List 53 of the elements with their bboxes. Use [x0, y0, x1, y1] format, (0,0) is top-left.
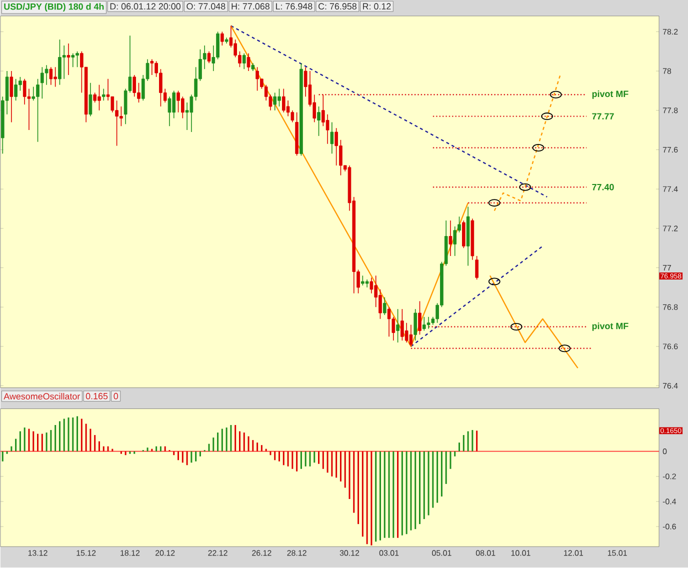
candlestick [71, 53, 75, 68]
candlestick [132, 74, 136, 98]
candlestick [370, 277, 374, 294]
candlestick [102, 88, 106, 102]
candlestick [290, 110, 294, 123]
series-label: 77.40 [592, 184, 614, 190]
candlestick [426, 316, 430, 330]
text: O: 77.048 [186, 3, 226, 10]
candlestick [286, 100, 290, 117]
candlestick [273, 92, 277, 111]
text: H: 77.068 [232, 3, 270, 10]
candlestick [66, 43, 70, 76]
candlestick [88, 82, 92, 117]
candlestick [382, 297, 386, 316]
candlestick [110, 96, 114, 113]
candlestick [326, 114, 330, 144]
candlestick [49, 66, 53, 86]
candlestick [172, 90, 176, 119]
series-label: 77.77 [592, 113, 614, 120]
candlestick [409, 324, 413, 348]
chart-title: AwesomeOscillator [4, 393, 80, 400]
candlestick [418, 300, 422, 336]
text: 0.165 [86, 393, 108, 400]
series-label: pivot MF [592, 322, 628, 332]
candlestick [44, 64, 48, 86]
candlestick [330, 122, 334, 154]
chart-title: USD/JPY (BID) 180 d 4h [4, 3, 104, 12]
text: C: 76.958 [318, 3, 356, 10]
candlestick [462, 220, 466, 249]
candlestick [396, 308, 400, 344]
line-series [489, 275, 578, 369]
candlestick [387, 306, 391, 338]
candlestick [317, 106, 320, 137]
candlestick [448, 220, 452, 257]
candlestick [453, 226, 457, 257]
text: L: 76.948 [276, 3, 312, 10]
candlestick [475, 256, 478, 280]
candlestick [10, 70, 14, 123]
candlestick [150, 59, 154, 76]
candlestick [62, 45, 66, 80]
candlestick [22, 78, 26, 106]
series-label: pivot MF [592, 90, 628, 100]
line-series [494, 74, 561, 212]
text: R: 0.12 [363, 3, 391, 10]
candlestick [404, 322, 408, 344]
candlestick [246, 53, 250, 72]
text: D: 06.01.12 20:00 [110, 3, 181, 10]
text: 0 [114, 393, 118, 400]
candlestick [414, 308, 418, 342]
candlestick [220, 32, 224, 46]
candlestick [32, 86, 36, 102]
candlestick [207, 51, 211, 64]
candlestick [242, 53, 246, 70]
